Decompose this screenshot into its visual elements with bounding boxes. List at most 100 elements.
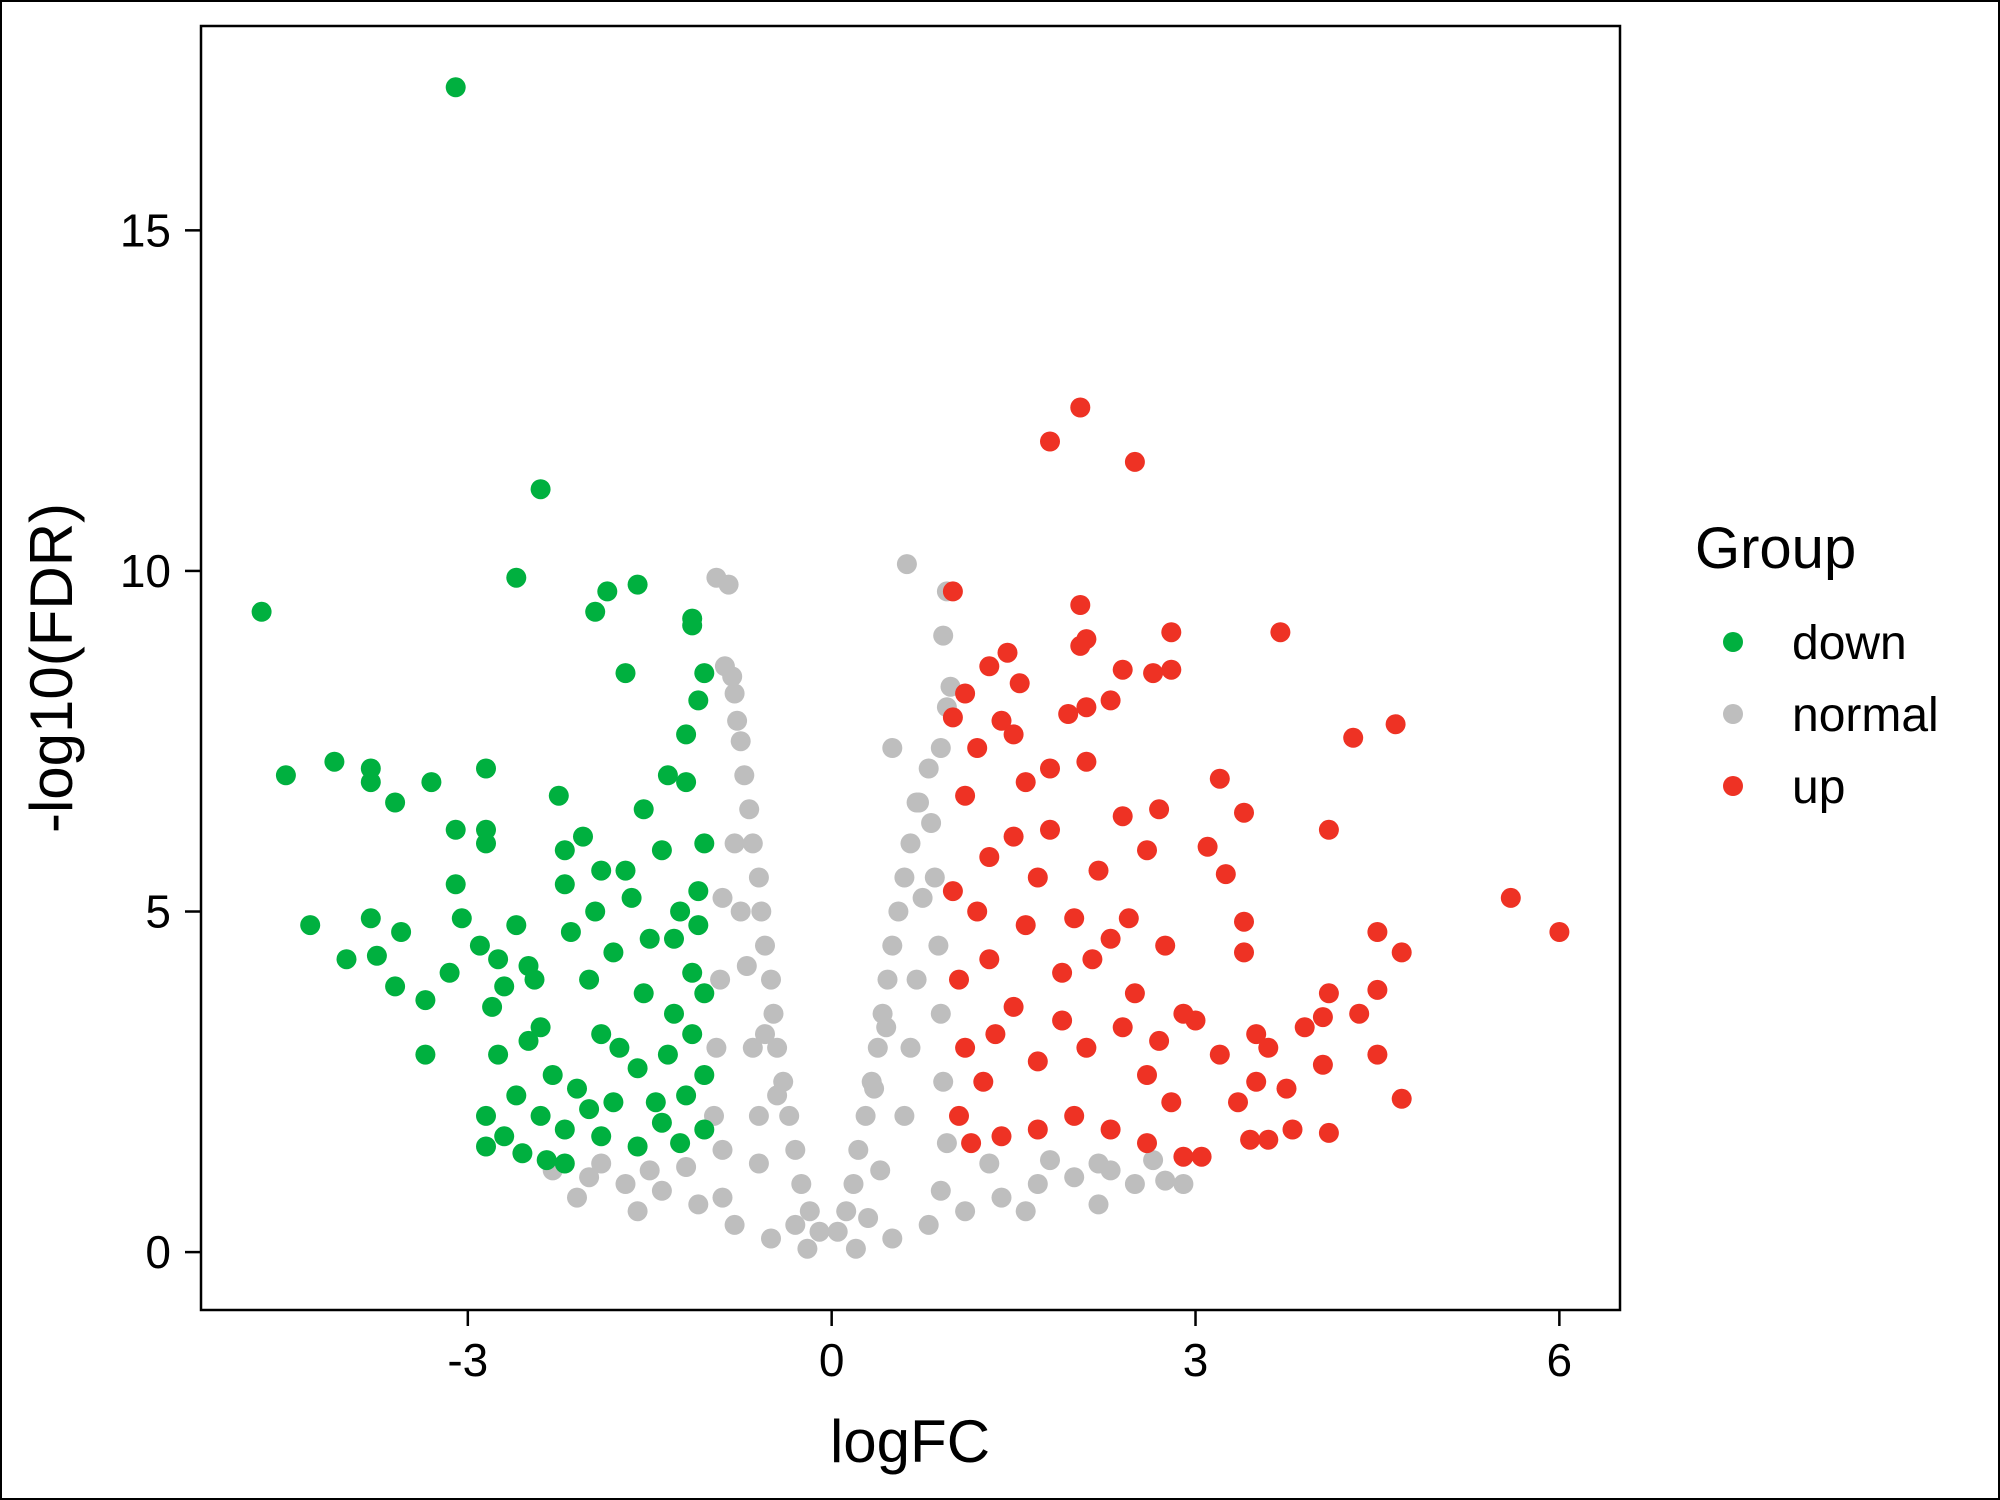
- point-normal-90: [1088, 1153, 1109, 1174]
- point-up-97: [1155, 935, 1176, 956]
- point-up-17: [1076, 697, 1097, 718]
- point-normal-58: [933, 1071, 954, 1092]
- point-down-69: [670, 1133, 691, 1154]
- point-down-58: [554, 1153, 575, 1174]
- point-down-6: [585, 601, 606, 622]
- point-down-46: [573, 826, 593, 847]
- point-up-45: [1312, 1007, 1333, 1028]
- point-down-4: [627, 574, 648, 595]
- point-up-70: [1027, 867, 1048, 888]
- point-normal-96: [627, 1201, 648, 1222]
- point-up-8: [1070, 635, 1091, 656]
- point-down-14: [360, 772, 381, 793]
- point-down-68: [694, 1119, 715, 1140]
- point-down-67: [694, 1065, 715, 1085]
- point-up-64: [1137, 1065, 1157, 1085]
- point-normal-33: [877, 969, 898, 990]
- legend-key-normal: [1723, 704, 1743, 724]
- point-up-41: [1234, 942, 1254, 963]
- point-normal-53: [724, 833, 745, 854]
- point-up-1: [1040, 431, 1060, 452]
- point-normal-44: [906, 792, 927, 813]
- point-up-54: [1191, 1146, 1212, 1167]
- point-up-9: [997, 642, 1018, 663]
- point-normal-93: [785, 1214, 806, 1235]
- point-down-36: [451, 908, 472, 929]
- point-normal-52: [748, 1105, 769, 1126]
- point-down-34: [415, 1044, 436, 1065]
- point-down-35: [439, 962, 460, 983]
- x-tick-label-2: 3: [1183, 1334, 1209, 1386]
- point-down-26: [633, 799, 654, 820]
- point-down-47: [585, 901, 606, 922]
- point-normal-54: [730, 901, 751, 922]
- point-normal-71: [761, 1228, 781, 1249]
- point-down-60: [542, 1065, 563, 1085]
- point-normal-89: [1040, 1150, 1060, 1171]
- point-normal-15: [755, 935, 775, 956]
- point-up-89: [1076, 1037, 1097, 1058]
- point-down-29: [360, 908, 381, 929]
- point-up-57: [1246, 1071, 1267, 1092]
- point-normal-72: [797, 1238, 818, 1259]
- point-down-39: [488, 1044, 509, 1065]
- point-normal-12: [742, 833, 763, 854]
- point-up-60: [1246, 1024, 1267, 1045]
- point-normal-47: [706, 1037, 727, 1058]
- point-down-87: [694, 983, 715, 1004]
- point-up-53: [1240, 1129, 1261, 1150]
- point-normal-92: [930, 1180, 951, 1201]
- point-normal-39: [918, 758, 939, 779]
- point-down-64: [645, 1092, 666, 1113]
- point-up-42: [1367, 979, 1388, 1000]
- point-normal-16: [761, 969, 781, 990]
- point-down-73: [530, 1105, 551, 1126]
- point-down-90: [651, 1112, 672, 1133]
- point-normal-36: [894, 867, 915, 888]
- point-normal-97: [1015, 1201, 1036, 1222]
- point-up-50: [1318, 1122, 1339, 1143]
- point-down-50: [633, 983, 654, 1004]
- point-normal-94: [858, 1208, 879, 1228]
- point-down-17: [476, 758, 496, 779]
- point-down-85: [694, 833, 715, 854]
- point-normal-60: [906, 969, 927, 990]
- point-normal-75: [918, 1214, 939, 1235]
- point-normal-64: [912, 887, 933, 908]
- point-up-28: [1076, 751, 1097, 772]
- point-normal-40: [930, 738, 951, 758]
- point-up-32: [1318, 819, 1339, 840]
- point-down-42: [506, 915, 527, 936]
- point-down-77: [609, 1037, 630, 1058]
- point-down-61: [518, 1030, 539, 1051]
- point-up-47: [1312, 1054, 1333, 1075]
- point-down-63: [627, 1058, 648, 1079]
- point-normal-81: [1124, 1174, 1145, 1194]
- point-normal-6: [722, 666, 743, 687]
- point-normal-91: [712, 1187, 733, 1208]
- point-normal-85: [591, 1153, 612, 1174]
- point-down-80: [639, 928, 660, 949]
- point-up-75: [949, 969, 969, 990]
- plot-border: [199, 24, 1622, 1312]
- point-normal-49: [712, 1139, 733, 1160]
- point-up-78: [961, 1133, 982, 1154]
- point-down-49: [615, 860, 636, 881]
- point-up-18: [1058, 704, 1079, 724]
- point-normal-83: [1155, 1170, 1176, 1191]
- legend-label-normal: normal: [1792, 689, 1939, 742]
- point-up-23: [1003, 724, 1024, 745]
- point-normal-8: [727, 710, 748, 731]
- point-up-0: [1070, 397, 1091, 418]
- point-down-57: [536, 1150, 557, 1171]
- point-down-24: [676, 724, 697, 745]
- point-normal-95: [567, 1187, 587, 1208]
- x-axis-title: logFC: [830, 1408, 990, 1475]
- point-down-91: [676, 1085, 697, 1106]
- x-tick-label-3: 6: [1547, 1334, 1573, 1386]
- point-up-55: [1173, 1146, 1194, 1167]
- point-down-74: [506, 1085, 527, 1106]
- point-down-5: [597, 581, 618, 602]
- point-up-51: [1282, 1119, 1303, 1140]
